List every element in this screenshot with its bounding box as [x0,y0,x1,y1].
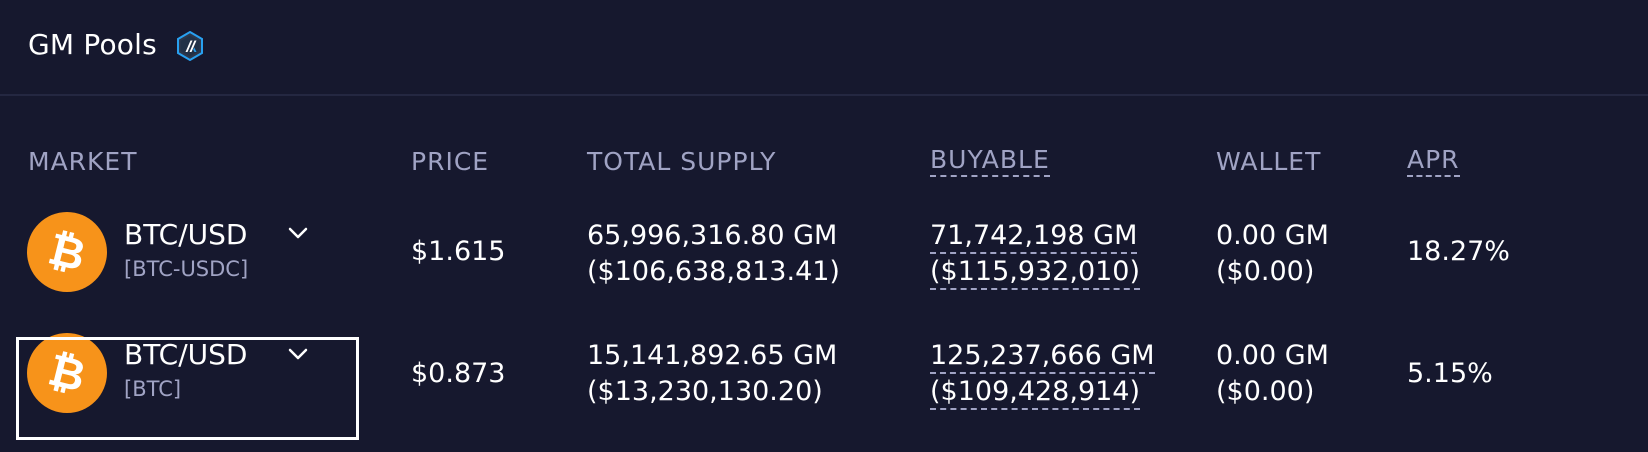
wallet-usd: ($0.00) [1216,376,1315,407]
market-pool-label: [BTC-USDC] [124,257,249,281]
column-header-price: PRICE [411,147,490,176]
chevron-down-icon[interactable] [285,341,311,367]
market-selection-highlight[interactable] [16,337,359,440]
market-name: BTC/USD [124,218,248,251]
column-header-buyable[interactable]: BUYABLE [930,145,1050,177]
column-header-wallet: WALLET [1216,147,1322,176]
apr-value: 5.15% [1407,358,1493,389]
wallet-usd: ($0.00) [1216,256,1315,287]
chevron-down-icon[interactable] [285,220,311,246]
market-pool-label: [BTC] [124,377,182,401]
buyable-usd[interactable]: ($109,428,914) [930,374,1141,410]
wallet-gm: 0.00 GM [1216,340,1329,371]
table-row[interactable]: ₿ BTC/USD [BTC-USDC] $1.615 65,996,316.8… [0,196,1648,308]
total-supply-usd: ($106,638,813.41) [587,256,840,287]
panel-title: GM Pools [28,28,157,61]
arbitrum-icon [177,31,203,61]
total-supply-usd: ($13,230,130.20) [587,376,823,407]
apr-value: 18.27% [1407,236,1510,267]
bitcoin-icon: ₿ [27,212,107,292]
panel-header: GM Pools [0,0,1648,96]
total-supply-gm: 65,996,316.80 GM [587,220,838,251]
wallet-gm: 0.00 GM [1216,220,1329,251]
total-supply-gm: 15,141,892.65 GM [587,340,838,371]
buyable-gm[interactable]: 125,237,666 GM [930,338,1155,374]
price-value: $0.873 [411,358,506,389]
buyable-usd[interactable]: ($115,932,010) [930,254,1141,290]
table-row[interactable]: ₿ BTC/USD [BTC] $0.873 15,141,892.65 GM … [0,316,1648,428]
column-header-market: MARKET [28,147,138,176]
bitcoin-icon: ₿ [27,333,107,413]
buyable-gm[interactable]: 71,742,198 GM [930,218,1138,254]
column-header-total-supply: TOTAL SUPPLY [587,147,777,176]
price-value: $1.615 [411,236,506,267]
market-name: BTC/USD [124,338,248,371]
column-header-apr[interactable]: APR [1407,145,1460,177]
